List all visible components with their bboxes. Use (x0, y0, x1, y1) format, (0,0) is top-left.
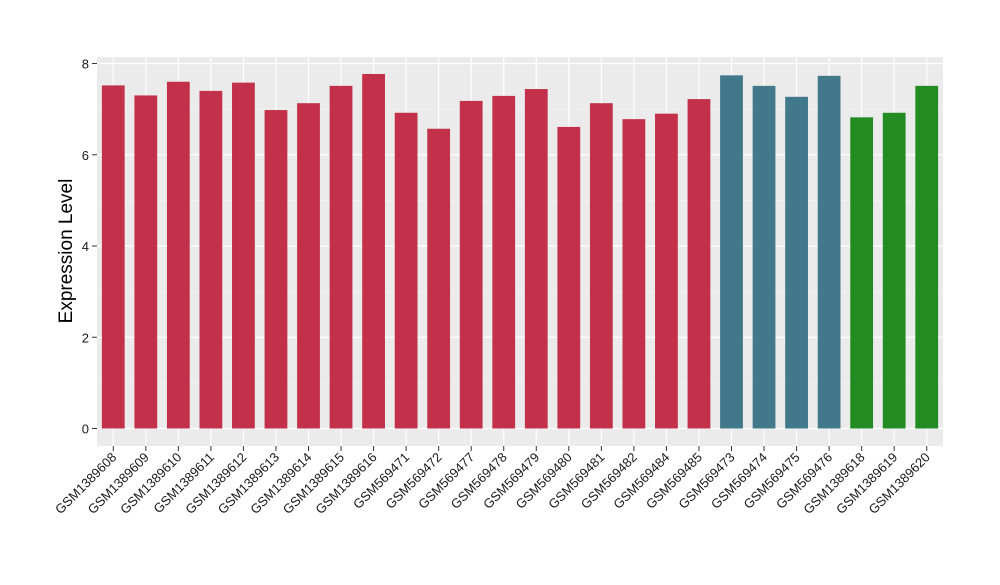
bar-gsm1389612 (232, 82, 255, 429)
bar-gsm569475 (785, 96, 808, 429)
y-tick-label: 8 (82, 57, 89, 72)
bar-gsm569478 (492, 95, 516, 429)
bar-gsm1389618 (850, 117, 874, 429)
bar-gsm1389620 (915, 85, 939, 429)
bar-gsm569481 (589, 103, 613, 429)
y-axis: 0 2 4 6 8 (82, 57, 97, 437)
bar-gsm1389608 (101, 85, 125, 429)
bar-gsm569471 (394, 112, 418, 429)
x-axis: GSM1389608GSM1389609GSM1389610GSM1389611… (52, 446, 933, 517)
bar-gsm569473 (720, 75, 743, 429)
bar-gsm569472 (427, 128, 451, 429)
bar-gsm1389615 (329, 85, 353, 429)
plot-panel (97, 57, 943, 446)
bar-gsm1389610 (166, 81, 190, 429)
bar-gsm569482 (622, 119, 646, 429)
bar-gsm569476 (817, 75, 841, 429)
bars (101, 73, 939, 429)
bar-gsm1389619 (882, 112, 906, 429)
bar-gsm569484 (655, 113, 678, 429)
bar-gsm569474 (752, 85, 776, 429)
y-axis-title: Expression Level (56, 179, 77, 324)
bar-gsm569480 (557, 126, 581, 429)
bar-gsm569477 (459, 100, 483, 429)
bar-gsm1389609 (134, 95, 158, 429)
y-tick-label: 6 (82, 148, 89, 163)
y-tick-label: 2 (82, 330, 89, 345)
y-tick-label: 4 (82, 239, 89, 254)
bar-gsm569485 (687, 99, 711, 429)
bar-gsm1389613 (264, 110, 288, 429)
bar-gsm569479 (524, 89, 548, 429)
bar-gsm1389614 (297, 103, 320, 429)
y-tick-label: 0 (82, 422, 89, 437)
bar-gsm1389616 (362, 73, 385, 429)
bar-gsm1389611 (199, 90, 223, 429)
